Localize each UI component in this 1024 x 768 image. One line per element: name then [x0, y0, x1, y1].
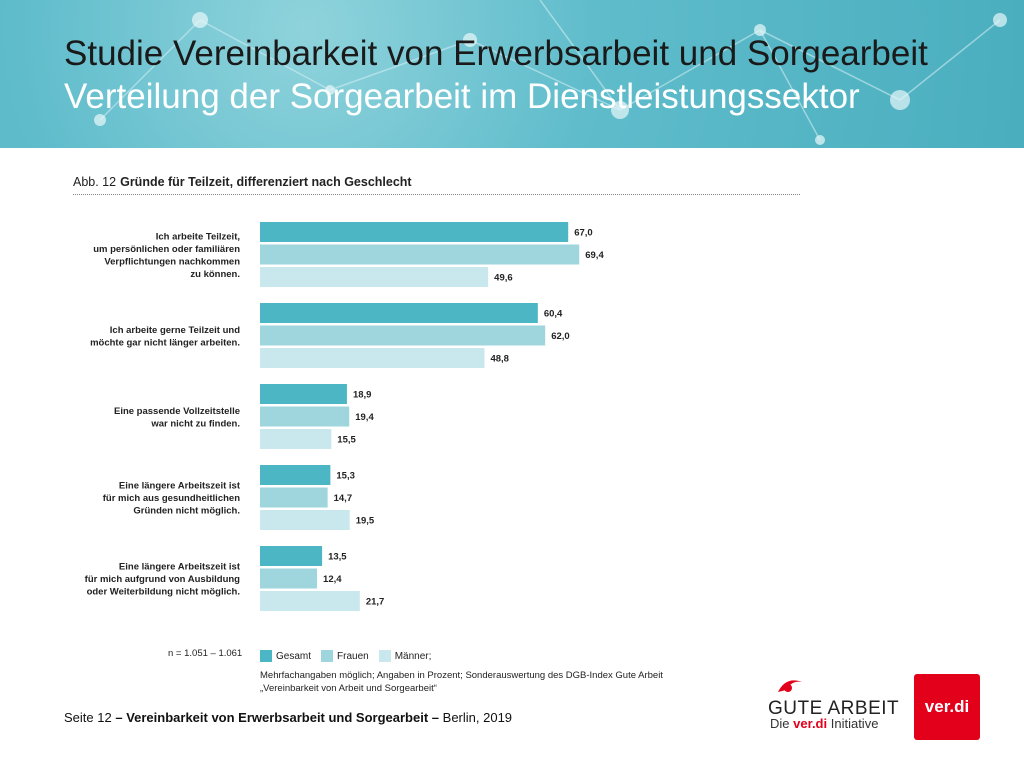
category-label-0-line-2: Verpflichtungen nachkommen	[104, 256, 240, 267]
footer: Seite 12 – Vereinbarkeit von Erwerbsarbe…	[64, 710, 512, 725]
legend-label-gesamt: Gesamt	[276, 650, 312, 662]
sample-size-label: n = 1.051 – 1.061	[168, 648, 243, 659]
gute-arbeit-sub-pre: Die	[770, 716, 790, 731]
legend-item-maenner: Männer;	[378, 650, 432, 662]
legend-label-maenner: Männer;	[394, 650, 432, 662]
category-label-1-line-0: Ich arbeite gerne Teilzeit und	[110, 325, 240, 336]
data-label-gesamt-0: 67,0	[574, 228, 593, 239]
data-label-gesamt-4: 13,5	[328, 552, 347, 563]
data-label-frauen-0: 69,4	[585, 250, 604, 261]
footer-separator-2: –	[431, 710, 440, 725]
figure-caption: Abb. 12 Gründe für Teilzeit, differenzier…	[73, 175, 412, 189]
footer-page: Seite 12	[64, 710, 112, 725]
data-label-maenner-3: 19,5	[356, 516, 375, 527]
legend-swatch-gesamt	[260, 650, 272, 662]
footer-title: Vereinbarkeit von Erwerbsarbeit und Sorg…	[126, 710, 429, 725]
figure-label: Abb. 12	[73, 175, 117, 189]
category-label-4-line-0: Eine längere Arbeitszeit ist	[119, 562, 241, 573]
data-label-gesamt-1: 60,4	[544, 309, 563, 320]
legend-swatch-frauen	[321, 650, 334, 662]
category-label-0-line-3: zu können.	[190, 269, 240, 280]
category-label-3-line-2: Gründen nicht möglich.	[133, 506, 240, 517]
category-label-1-line-1: möchte gar nicht länger arbeiten.	[90, 337, 240, 348]
source-note-line-2: „Vereinbarkeit von Arbeit und Sorgearbei…	[260, 683, 437, 694]
category-label-3-line-1: für mich aus gesundheitlichen	[103, 493, 240, 504]
legend-swatch-maenner	[378, 650, 391, 662]
legend-item-frauen: Frauen	[321, 650, 369, 662]
header-banner: Studie Vereinbarkeit von Erwerbsarbeit u…	[0, 0, 1024, 148]
legend-item-gesamt: Gesamt	[260, 650, 311, 662]
bar-frauen-0	[260, 244, 580, 265]
bar-maenner-4	[260, 591, 360, 611]
data-label-frauen-3: 14,7	[334, 493, 353, 504]
bar-maenner-0	[260, 267, 489, 287]
gute-arbeit-logo-title: GUTE ARBEIT	[768, 698, 900, 719]
legend-label-frauen: Frauen	[337, 650, 369, 662]
figure-title: Gründe für Teilzeit, differenziert nach …	[120, 175, 412, 189]
category-label-4-line-2: oder Weiterbildung nicht möglich.	[87, 587, 240, 598]
category-label-2-line-0: Eine passende Vollzeitstelle	[114, 406, 240, 417]
category-label-0-line-1: um persönlichen oder familiären	[93, 244, 240, 255]
gute-arbeit-sub-post: Initiative	[830, 716, 879, 731]
source-note-line-1: Mehrfachangaben möglich; Angaben in Proz…	[260, 670, 663, 681]
data-label-maenner-1: 48,8	[490, 354, 509, 365]
bar-frauen-4	[260, 568, 318, 589]
data-label-frauen-4: 12,4	[323, 574, 342, 585]
page-subtitle: Verteilung der Sorgearbeit im Dienstleis…	[64, 77, 860, 116]
bar-frauen-2	[260, 406, 350, 427]
data-label-frauen-1: 62,0	[551, 331, 570, 342]
bar-maenner-1	[260, 348, 485, 368]
bar-gesamt-0	[260, 222, 569, 242]
gute-arbeit-sub-brand: ver.di	[793, 716, 828, 731]
category-label-3-line-0: Eine längere Arbeitszeit ist	[119, 481, 241, 492]
footer-separator-1: –	[115, 710, 123, 725]
data-label-gesamt-3: 15,3	[336, 471, 355, 482]
category-label-0-line-0: Ich arbeite Teilzeit,	[156, 231, 240, 242]
bar-gesamt-4	[260, 546, 323, 566]
network-background-graphic	[94, 0, 1007, 145]
data-label-maenner-4: 21,7	[366, 597, 385, 608]
bar-maenner-2	[260, 429, 332, 449]
bar-frauen-3	[260, 487, 328, 508]
data-label-maenner-2: 15,5	[337, 435, 356, 446]
gute-arbeit-logo-subtitle: Die ver.di Initiative	[770, 716, 878, 731]
bar-gesamt-3	[260, 465, 331, 485]
bar-gesamt-2	[260, 384, 347, 404]
chart-legend: Gesamt Frauen Männer;	[260, 650, 431, 662]
data-label-gesamt-2: 18,9	[353, 390, 372, 401]
category-label-4-line-1: für mich aufgrund von Ausbildung	[85, 574, 241, 585]
bar-frauen-1	[260, 325, 546, 346]
bar-maenner-3	[260, 510, 350, 530]
page-title: Studie Vereinbarkeit von Erwerbsarbeit u…	[64, 34, 928, 73]
caption-divider	[73, 194, 800, 195]
bar-gesamt-1	[260, 303, 538, 323]
gute-arbeit-logo-icon	[778, 680, 802, 692]
footer-place-date: Berlin, 2019	[442, 710, 513, 725]
verdi-logo: ver.di	[914, 674, 980, 740]
category-label-2-line-1: war nicht zu finden.	[150, 418, 240, 429]
data-label-maenner-0: 49,6	[494, 273, 513, 284]
data-label-frauen-2: 19,4	[355, 412, 374, 423]
